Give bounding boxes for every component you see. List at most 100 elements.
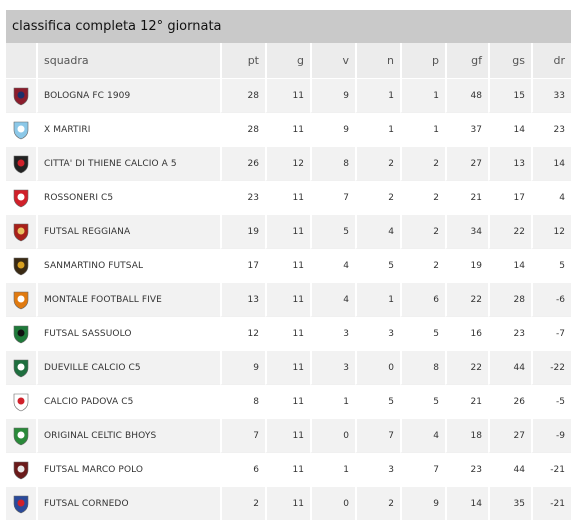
- team-crest-cell: [6, 486, 36, 520]
- header-team: squadra: [36, 43, 220, 78]
- cell-pt: 19: [220, 214, 265, 248]
- cell-n: 5: [355, 248, 400, 282]
- cell-g: 11: [265, 214, 310, 248]
- header-row: squadra pt g v n p gf gs dr: [6, 43, 571, 78]
- team-crest-cell: [6, 248, 36, 282]
- team-crest-icon: [13, 87, 29, 105]
- cell-p: 2: [400, 146, 445, 180]
- cell-v: 5: [310, 214, 355, 248]
- cell-p: 7: [400, 452, 445, 486]
- cell-dr: 14: [531, 146, 571, 180]
- cell-gf: 16: [445, 316, 488, 350]
- cell-v: 4: [310, 282, 355, 316]
- cell-v: 1: [310, 384, 355, 418]
- header-n: n: [355, 43, 400, 78]
- cell-g: 11: [265, 282, 310, 316]
- header-g: g: [265, 43, 310, 78]
- cell-n: 0: [355, 350, 400, 384]
- table-row: BOLOGNA FC 1909 28 11 9 1 1 48 15 33: [6, 78, 571, 112]
- table-row: DUEVILLE CALCIO C5 9 11 3 0 8 22 44 -22: [6, 350, 571, 384]
- team-crest-cell: [6, 78, 36, 112]
- cell-gs: 44: [488, 350, 531, 384]
- team-name: X MARTIRI: [36, 112, 220, 146]
- team-crest-icon: [13, 155, 29, 173]
- team-name: ORIGINAL CELTIC BHOYS: [36, 418, 220, 452]
- header-v: v: [310, 43, 355, 78]
- team-crest-icon: [13, 121, 29, 139]
- cell-pt: 23: [220, 180, 265, 214]
- cell-pt: 12: [220, 316, 265, 350]
- team-name: FUTSAL CORNEDO: [36, 486, 220, 520]
- cell-v: 1: [310, 452, 355, 486]
- team-crest-icon: [13, 359, 29, 377]
- cell-gf: 19: [445, 248, 488, 282]
- cell-v: 9: [310, 78, 355, 112]
- header-logo: [6, 43, 36, 78]
- cell-gf: 23: [445, 452, 488, 486]
- standings-title: classifica completa 12° giornata: [12, 19, 222, 34]
- cell-gs: 35: [488, 486, 531, 520]
- team-name: SANMARTINO FUTSAL: [36, 248, 220, 282]
- cell-v: 3: [310, 350, 355, 384]
- cell-dr: -6: [531, 282, 571, 316]
- team-crest-icon: [13, 325, 29, 343]
- cell-pt: 2: [220, 486, 265, 520]
- team-crest-icon: [13, 461, 29, 479]
- cell-pt: 6: [220, 452, 265, 486]
- cell-pt: 28: [220, 112, 265, 146]
- header-dr: dr: [531, 43, 571, 78]
- table-row: ROSSONERI C5 23 11 7 2 2 21 17 4: [6, 180, 571, 214]
- team-crest-icon: [13, 257, 29, 275]
- cell-dr: -5: [531, 384, 571, 418]
- team-crest-icon: [13, 291, 29, 309]
- table-row: FUTSAL REGGIANA 19 11 5 4 2 34 22 12: [6, 214, 571, 248]
- cell-pt: 28: [220, 78, 265, 112]
- team-crest-cell: [6, 146, 36, 180]
- standings-body: BOLOGNA FC 1909 28 11 9 1 1 48 15 33 X MARTIRI 28 1…: [6, 78, 571, 520]
- cell-p: 5: [400, 316, 445, 350]
- table-row: CALCIO PADOVA C5 8 11 1 5 5 21 26 -5: [6, 384, 571, 418]
- cell-dr: 4: [531, 180, 571, 214]
- cell-g: 11: [265, 384, 310, 418]
- cell-g: 12: [265, 146, 310, 180]
- cell-g: 11: [265, 78, 310, 112]
- header-pt: pt: [220, 43, 265, 78]
- cell-gs: 14: [488, 112, 531, 146]
- team-name: DUEVILLE CALCIO C5: [36, 350, 220, 384]
- cell-n: 1: [355, 282, 400, 316]
- cell-pt: 17: [220, 248, 265, 282]
- team-name: BOLOGNA FC 1909: [36, 78, 220, 112]
- cell-p: 2: [400, 180, 445, 214]
- cell-gs: 27: [488, 418, 531, 452]
- cell-dr: -21: [531, 452, 571, 486]
- team-name: FUTSAL REGGIANA: [36, 214, 220, 248]
- cell-gf: 48: [445, 78, 488, 112]
- cell-gs: 44: [488, 452, 531, 486]
- standings-title-bar: classifica completa 12° giornata: [6, 10, 571, 43]
- cell-dr: 33: [531, 78, 571, 112]
- cell-v: 7: [310, 180, 355, 214]
- cell-p: 4: [400, 418, 445, 452]
- cell-g: 11: [265, 180, 310, 214]
- team-crest-cell: [6, 282, 36, 316]
- team-name: ROSSONERI C5: [36, 180, 220, 214]
- team-name: FUTSAL MARCO POLO: [36, 452, 220, 486]
- header-gs: gs: [488, 43, 531, 78]
- team-crest-icon: [13, 189, 29, 207]
- cell-g: 11: [265, 350, 310, 384]
- cell-v: 0: [310, 486, 355, 520]
- table-row: SANMARTINO FUTSAL 17 11 4 5 2 19 14 5: [6, 248, 571, 282]
- cell-gf: 21: [445, 180, 488, 214]
- team-crest-cell: [6, 384, 36, 418]
- cell-p: 6: [400, 282, 445, 316]
- cell-gs: 13: [488, 146, 531, 180]
- cell-n: 5: [355, 384, 400, 418]
- standings-panel: classifica completa 12° giornata squadra…: [6, 10, 571, 520]
- cell-p: 9: [400, 486, 445, 520]
- team-crest-cell: [6, 112, 36, 146]
- team-crest-cell: [6, 452, 36, 486]
- cell-n: 2: [355, 146, 400, 180]
- cell-v: 9: [310, 112, 355, 146]
- table-row: FUTSAL SASSUOLO 12 11 3 3 5 16 23 -7: [6, 316, 571, 350]
- cell-n: 3: [355, 452, 400, 486]
